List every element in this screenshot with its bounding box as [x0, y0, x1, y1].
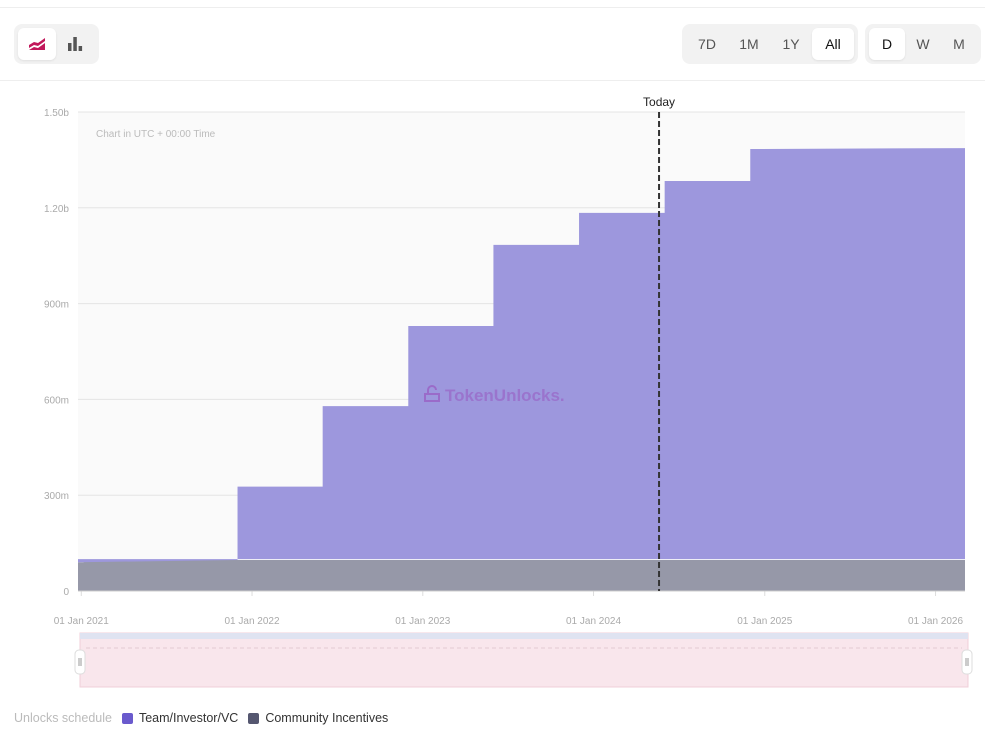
x-tick-label: 01 Jan 2022 [225, 616, 280, 627]
bar-chart-button[interactable] [56, 28, 94, 60]
range-selector: 7D 1M 1Y All [682, 24, 858, 64]
legend-title: Unlocks schedule [14, 711, 112, 725]
navigator-scrollbar [80, 633, 968, 639]
chart-note: Chart in UTC + 00:00 Time [96, 129, 216, 140]
toolbar-divider [0, 80, 985, 81]
series-area-community [78, 559, 965, 591]
navigator-handle[interactable] [961, 649, 973, 675]
interval-button-d[interactable]: D [869, 28, 905, 60]
unlock-chart: 0 300m 600m 900m 1.20b 1.50b 01 Jan 2021 01 Jan… [44, 95, 973, 688]
legend-swatch-team [121, 712, 133, 724]
chart-type-toggle [14, 24, 99, 64]
interval-button-m[interactable]: M [953, 36, 965, 52]
legend: Unlocks schedule Team/Investor/VC Commun… [14, 709, 388, 727]
bar-chart-icon [68, 37, 83, 51]
x-tick-label: 01 Jan 2025 [737, 616, 792, 627]
series-area-team [78, 147, 965, 563]
y-tick-label: 1.20b [44, 204, 69, 215]
y-tick-label: 300m [44, 491, 69, 502]
legend-swatch-community [248, 712, 260, 724]
area-chart-icon [29, 38, 45, 50]
y-tick-label: 0 [63, 587, 69, 598]
navigator-handle[interactable] [74, 649, 86, 675]
top-divider [0, 7, 985, 8]
legend-item-community[interactable]: Community Incentives [265, 711, 389, 725]
interval-button-w[interactable]: W [916, 36, 930, 52]
lock-icon [424, 385, 440, 402]
y-tick-label: 600m [44, 395, 69, 406]
range-button-7d[interactable]: 7D [698, 36, 716, 52]
legend-item-team[interactable]: Team/Investor/VC [138, 711, 239, 725]
x-tick-label: 01 Jan 2024 [566, 616, 621, 627]
area-chart-button[interactable] [18, 28, 56, 60]
today-label: Today [643, 95, 675, 109]
watermark-text: TokenUnlocks. [445, 386, 565, 405]
range-button-1m[interactable]: 1M [739, 36, 759, 52]
navigator-window [79, 632, 969, 688]
x-tick-label: 01 Jan 2023 [395, 616, 450, 627]
x-tick-label: 01 Jan 2026 [908, 616, 963, 627]
y-tick-label: 900m [44, 300, 69, 311]
y-tick-label: 1.50b [44, 108, 69, 119]
x-tick-label: 01 Jan 2021 [54, 616, 109, 627]
range-button-1y[interactable]: 1Y [782, 36, 800, 52]
range-button-all[interactable]: All [812, 28, 854, 60]
